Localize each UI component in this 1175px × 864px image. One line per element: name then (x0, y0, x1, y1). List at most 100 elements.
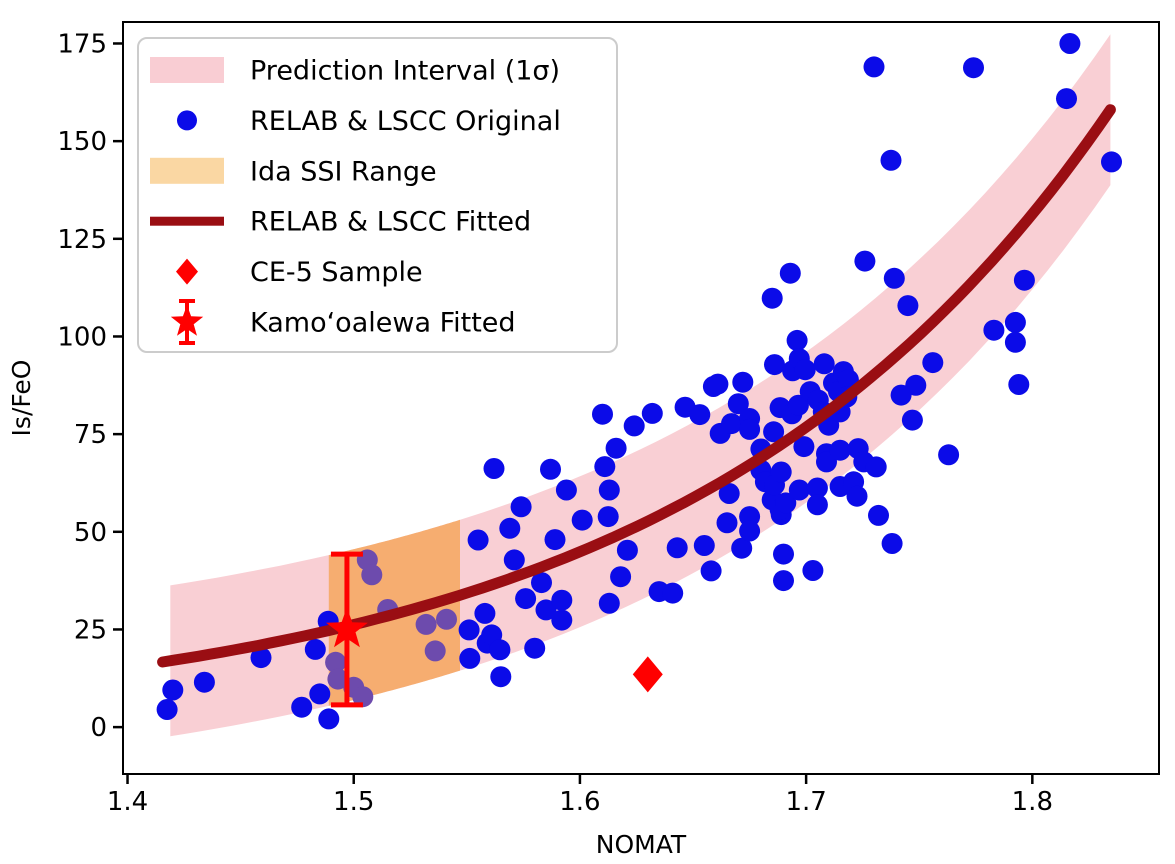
data-point (291, 696, 313, 718)
data-point (598, 479, 620, 501)
x-tick-label: 1.6 (559, 787, 600, 817)
data-point (897, 295, 919, 317)
data-point (739, 520, 761, 542)
legend-item-label: Ida SSI Range (250, 156, 437, 187)
data-point (424, 640, 446, 662)
data-point (1059, 33, 1081, 54)
legend-item: Ida SSI Range (150, 156, 437, 187)
data-point (881, 533, 903, 554)
x-tick-label: 1.5 (333, 787, 374, 817)
data-point (922, 352, 944, 374)
data-point (721, 413, 742, 435)
data-point (905, 374, 927, 396)
data-point (689, 404, 711, 426)
scatter-points-layer (156, 33, 1122, 730)
kamooalewa-star (326, 607, 368, 648)
data-point (540, 458, 561, 480)
data-point (515, 588, 537, 610)
data-point (592, 403, 613, 425)
special-markers-layer (326, 551, 663, 708)
fitted-curve (157, 104, 1116, 668)
kamooalewa-star-swatch (170, 305, 204, 336)
data-point (764, 354, 785, 376)
data-point (616, 539, 638, 561)
legend-item-label: Kamo‘oalewa Fitted (250, 308, 516, 339)
data-point (662, 582, 684, 604)
data-point (716, 512, 738, 534)
data-point (846, 485, 868, 507)
data-point (458, 619, 480, 641)
legend-item: Prediction Interval (1σ) (150, 56, 560, 87)
data-point (499, 517, 521, 539)
y-tick-label: 75 (74, 420, 107, 450)
data-point (963, 57, 984, 79)
data-point (865, 456, 887, 478)
data-point (829, 439, 851, 461)
x-tick-label: 1.4 (107, 787, 148, 817)
legend-item: Kamo‘oalewa Fitted (170, 299, 516, 345)
data-point (1101, 151, 1122, 173)
data-point (467, 529, 489, 551)
y-tick-label: 25 (74, 615, 107, 645)
x-axis-label: NOMAT (596, 830, 687, 859)
data-point (794, 359, 816, 381)
data-point (938, 444, 960, 466)
data-point (1008, 374, 1030, 395)
legend-item: RELAB & LSCC Fitted (150, 207, 531, 238)
plot-border (122, 21, 1160, 775)
data-point (863, 56, 885, 78)
data-point (551, 609, 573, 631)
data-point (727, 393, 749, 415)
data-point (361, 564, 383, 586)
data-point (309, 683, 331, 705)
data-point (503, 549, 525, 571)
data-point (700, 560, 722, 582)
legend-item-label: RELAB & LSCC Original (250, 106, 561, 137)
data-point (739, 418, 761, 440)
fitted-curve-layer (157, 104, 1116, 668)
data-point (605, 437, 627, 459)
x-tick-label: 1.8 (1012, 787, 1053, 817)
data-point (510, 496, 532, 518)
original-data-dot-swatch (177, 110, 197, 131)
data-point (763, 421, 785, 443)
data-point (571, 509, 593, 531)
data-point (474, 602, 496, 624)
data-point (779, 262, 801, 284)
data-point (731, 537, 753, 559)
data-point (483, 458, 505, 479)
data-point (623, 415, 645, 437)
data-point (732, 371, 754, 393)
y-tick-label: 0 (90, 713, 107, 743)
data-point (193, 671, 215, 693)
data-point (555, 479, 577, 501)
legend-item: CE-5 Sample (176, 257, 423, 288)
data-point (459, 647, 481, 669)
data-point (880, 149, 902, 171)
data-point (813, 353, 835, 375)
data-point (597, 506, 619, 528)
legend-layer: Prediction Interval (1σ) RELAB & LSCC Ori… (137, 37, 618, 353)
y-axis-label: Is/FeO (7, 360, 36, 437)
y-tick-label: 100 (57, 322, 107, 352)
data-point (250, 647, 272, 669)
y-tick-label: 175 (57, 29, 107, 59)
data-point (1004, 311, 1026, 333)
data-point (641, 402, 663, 424)
data-point (1004, 331, 1026, 353)
data-point (489, 639, 511, 661)
data-point (610, 566, 632, 588)
data-point (156, 699, 178, 720)
data-point (854, 250, 876, 272)
y-tick-label: 125 (57, 225, 107, 255)
x-tick-label: 1.7 (785, 787, 826, 817)
data-point (666, 537, 688, 559)
fitted-line-swatch (150, 216, 224, 226)
data-point (707, 373, 729, 395)
data-point (802, 560, 824, 581)
data-point (806, 494, 828, 516)
ce5-sample-diamond (632, 656, 663, 693)
data-point (544, 529, 566, 551)
data-point (739, 506, 761, 528)
